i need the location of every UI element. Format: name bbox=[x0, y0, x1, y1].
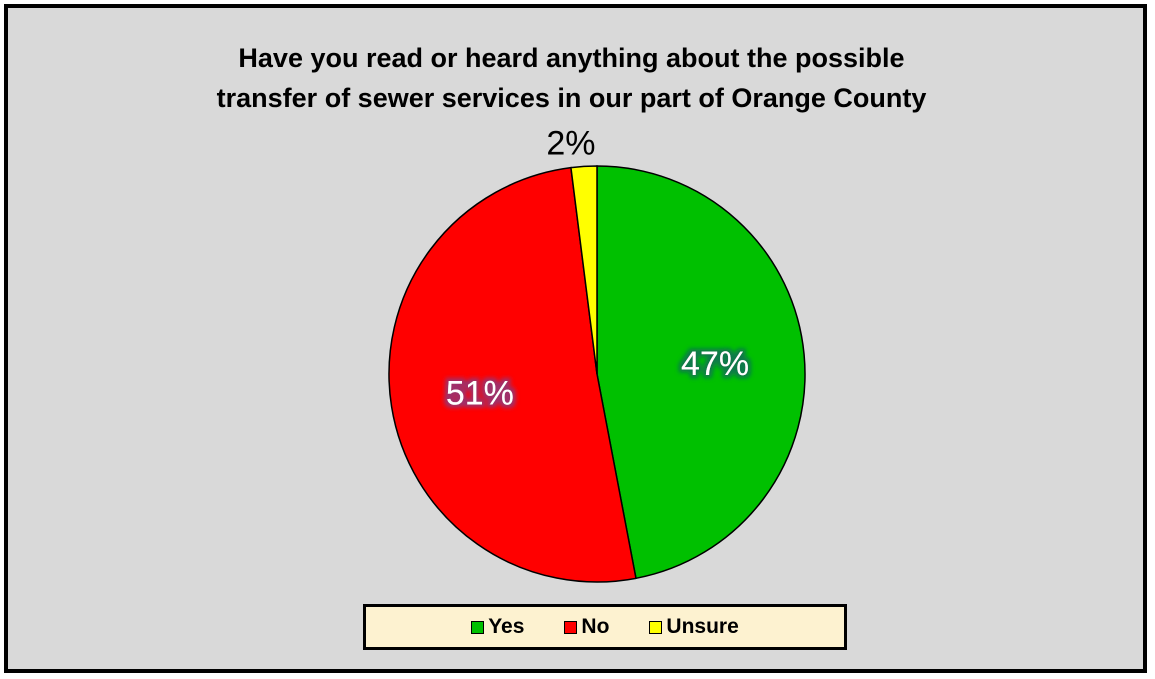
legend-label-unsure: Unsure bbox=[666, 615, 739, 638]
legend-swatch-yes bbox=[471, 620, 485, 634]
legend-swatch-unsure bbox=[649, 620, 663, 634]
legend-label-no: No bbox=[581, 615, 610, 638]
chart-title: Have you read or heard anything about th… bbox=[0, 38, 1143, 118]
chart-title-line-2: transfer of sewer services in our part o… bbox=[216, 83, 927, 113]
chart-legend: Yes No Unsure bbox=[363, 604, 847, 650]
legend-item-no: No bbox=[564, 615, 609, 639]
legend-swatch-no bbox=[564, 620, 578, 634]
data-label-yes: 47% bbox=[681, 345, 749, 383]
legend-item-unsure: Unsure bbox=[649, 615, 739, 639]
data-label-no: 51% bbox=[446, 375, 514, 413]
chart-title-line-1: Have you read or heard anything about th… bbox=[238, 43, 905, 73]
pie-slice-yes bbox=[596, 165, 806, 580]
legend-item-yes: Yes bbox=[471, 615, 524, 639]
pie-slice-unsure bbox=[570, 165, 598, 375]
data-label-unsure: 2% bbox=[546, 124, 595, 162]
legend-label-yes: Yes bbox=[488, 615, 525, 638]
pie-slice-no bbox=[388, 166, 637, 583]
